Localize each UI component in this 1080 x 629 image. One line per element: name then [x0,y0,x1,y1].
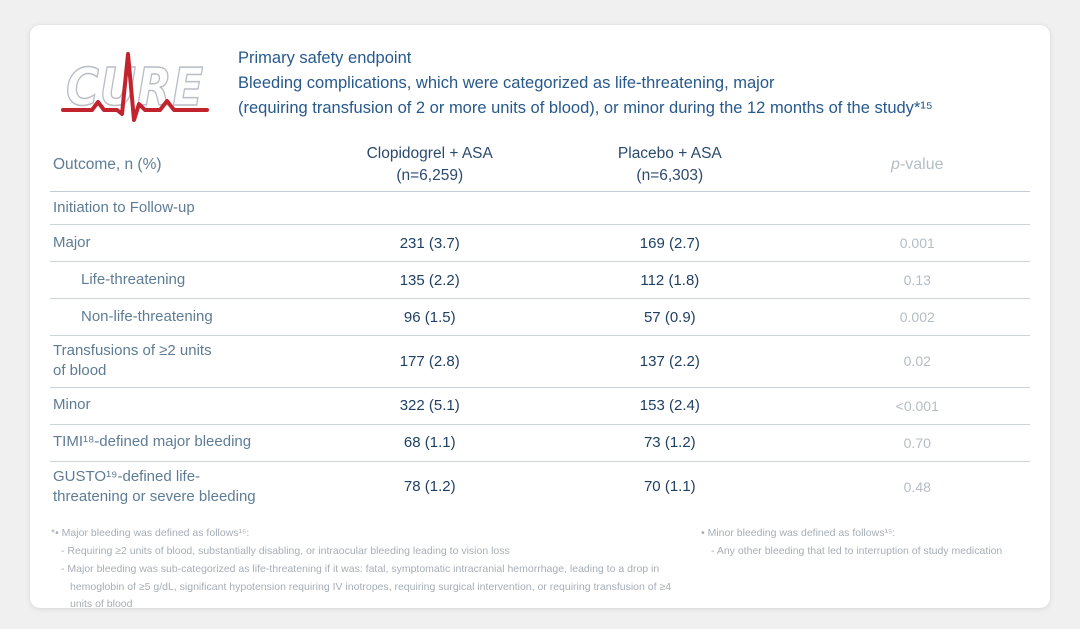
outcome-label: Life-threatening [81,270,186,288]
title-line-2: Bleeding complications, which were categ… [238,73,775,92]
placebo-value: 112 (1.8) [640,271,700,289]
table-row-transfusions: Transfusions of ≥2 units of blood 177 (2… [50,336,1030,388]
cure-logo: CURE [61,52,209,122]
clopidogrel-value: 78 (1.2) [403,478,456,496]
outcome-label: Minor [53,396,91,414]
placebo-header-line2: (n=6,303) [636,166,704,184]
table-row-gusto-severe-bleeding: GUSTO¹⁹-defined life- threatening or sev… [50,462,1030,513]
p-value: 0.13 [903,272,931,288]
title-line-1: Primary safety endpoint [238,49,412,67]
pvalue-column-header: p-value [805,156,1030,174]
outcome-label: Transfusions of ≥2 units of blood [53,342,212,380]
placebo-value: 153 (2.4) [639,397,700,414]
placebo-value: 70 (1.1) [643,478,696,496]
clopidogrel-column-header: Clopidogrel + ASA (n=6,259) [324,143,535,186]
footnotes: *• Major bleeding was defined as follows… [50,525,1030,614]
page-title: Primary safety endpoint Bleeding complic… [238,46,933,120]
table-row-life-threatening: Life-threatening 135 (2.2) 112 (1.8) 0.1… [50,262,1030,299]
footnote-major-item-2: - Major bleeding was sub-categorized as … [61,562,672,611]
clopidogrel-value: 68 (1.1) [403,434,456,451]
p-value: 0.70 [903,434,931,451]
clopidogrel-value: 177 (2.8) [399,352,460,370]
clopidogrel-value: 135 (2.2) [399,271,460,289]
footnote-major-bleeding: *• Major bleeding was defined as follows… [50,525,680,614]
header: CURE Primary safety endpoint Bleeding co… [50,45,1030,125]
p-value: 0.48 [903,478,931,495]
outcome-label: Major [53,233,91,251]
clopidogrel-value: 96 (1.5) [403,308,456,326]
footnote-major-title: *• Major bleeding was defined as follows… [51,527,250,539]
placebo-value: 137 (2.2) [639,352,700,370]
pvalue-header-p: p [891,155,900,173]
ecg-line-icon [61,52,209,122]
p-value: 0.02 [903,353,931,370]
footnote-major-item-1: - Requiring ≥2 units of blood, substanti… [61,544,510,557]
footnote-minor-title: • Minor bleeding was defined as follows¹… [701,527,896,539]
table-row-initiation-to-follow-up: Initiation to Follow-up [50,192,1030,225]
table-row-timi-major-bleeding: TIMI¹⁸-defined major bleeding 68 (1.1) 7… [50,425,1030,462]
clopidogrel-value: 231 (3.7) [399,234,460,252]
outcome-label: Initiation to Follow-up [53,198,195,216]
title-line-3: (requiring transfusion of 2 or more unit… [238,98,933,117]
table-row-non-life-threatening: Non-life-threatening 96 (1.5) 57 (0.9) 0… [50,299,1030,336]
outcome-label: Non-life-threatening [81,307,213,325]
p-value: 0.002 [899,309,935,325]
p-value: <0.001 [895,397,939,414]
clopidogrel-value: 322 (5.1) [399,397,460,414]
outcome-label: GUSTO¹⁹-defined life- threatening or sev… [53,467,256,505]
table-row-major: Major 231 (3.7) 169 (2.7) 0.001 [50,225,1030,262]
footnote-minor-item-1: - Any other bleeding that led to interru… [711,544,1003,557]
footnote-minor-bleeding: • Minor bleeding was defined as follows¹… [700,525,1030,614]
placebo-header-line1: Placebo + ASA [617,144,722,162]
outcome-column-header: Outcome, n (%) [53,155,162,173]
clopidogrel-header-line1: Clopidogrel + ASA [366,144,493,162]
table-row-minor: Minor 322 (5.1) 153 (2.4) <0.001 [50,388,1030,425]
placebo-value: 57 (0.9) [643,308,696,326]
placebo-value: 169 (2.7) [639,234,700,252]
placebo-value: 73 (1.2) [643,434,696,451]
placebo-column-header: Placebo + ASA (n=6,303) [535,143,805,186]
content-card: CURE Primary safety endpoint Bleeding co… [30,25,1050,610]
table-header-row: Outcome, n (%) Clopidogrel + ASA (n=6,25… [50,138,1030,192]
clopidogrel-header-line2: (n=6,259) [396,166,464,184]
outcome-label: TIMI¹⁸-defined major bleeding [53,433,252,451]
safety-endpoint-table: Outcome, n (%) Clopidogrel + ASA (n=6,25… [50,138,1030,512]
p-value: 0.001 [899,235,935,251]
pvalue-header-rest: -value [899,155,944,173]
